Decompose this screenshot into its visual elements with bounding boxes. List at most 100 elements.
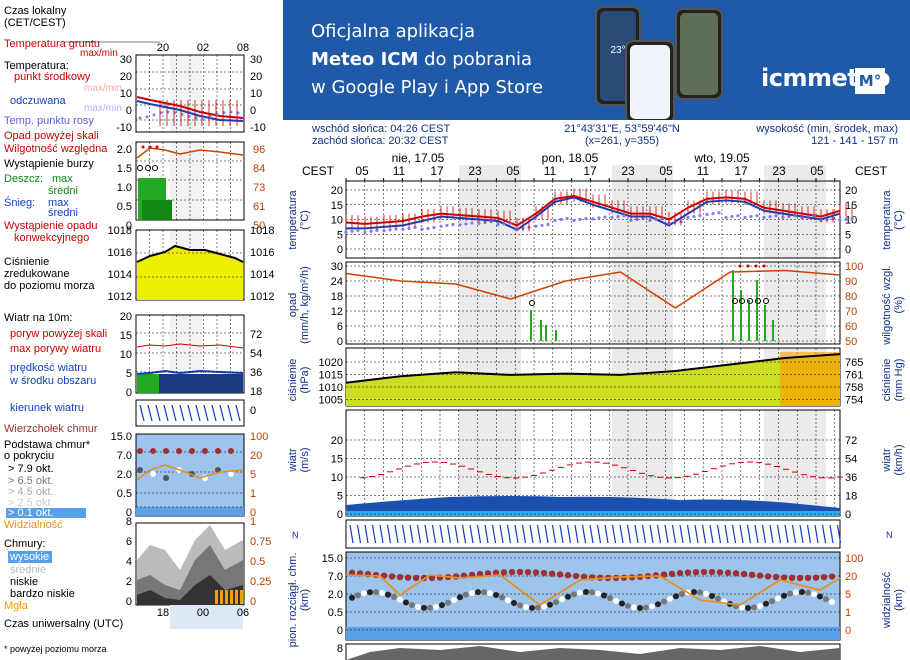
cloud-base-dot xyxy=(769,598,775,605)
dew-dot xyxy=(597,216,601,220)
cb-axis-label: pion. rozciągł. chm. (km) xyxy=(287,553,311,648)
precip-tick: 30 xyxy=(331,261,343,273)
hour-tick: 17 xyxy=(734,164,748,178)
cl-mid-label: średnie xyxy=(10,564,46,576)
cloud-top-dot xyxy=(748,571,756,579)
legend-wind-arrow xyxy=(139,404,145,422)
temp-tick-r: 20 xyxy=(845,185,857,197)
temp-axis-label-r: temperatura (°C) xyxy=(881,189,905,249)
dew-dot xyxy=(603,215,607,219)
legend-vis-line xyxy=(136,464,244,481)
legend-precip-tick-r: 50 xyxy=(253,220,265,232)
temp-ground-label: Temperatura gruntu xyxy=(4,38,100,50)
axis-night xyxy=(764,165,826,180)
rain-bar xyxy=(540,320,542,341)
cb-tick-r: 100 xyxy=(845,553,863,565)
cloud-base-dot xyxy=(415,603,421,610)
cloud-base-dot xyxy=(613,597,619,604)
cloud-base-dot xyxy=(823,596,829,603)
dew-dot xyxy=(426,226,430,230)
tz-left: CEST xyxy=(302,164,335,178)
dew-dot xyxy=(578,217,582,222)
legend-wind-arrow xyxy=(203,404,209,422)
press-axis-label: ciśnienie (hPa) xyxy=(287,359,311,402)
legend-cl-tick: 8 xyxy=(126,516,132,528)
dew-dot xyxy=(553,218,557,222)
legend-precip-tick-r: 84 xyxy=(253,163,265,175)
wind-tick-r: 72 xyxy=(845,435,857,447)
rain-bar xyxy=(530,310,532,341)
okt25: > 2.5 okt. xyxy=(8,497,54,509)
wind-arrow xyxy=(619,524,624,544)
okt45: > 4.5 okt. xyxy=(8,486,54,498)
dew-dot xyxy=(432,225,436,230)
visibility-label: Widzialność xyxy=(4,519,63,531)
precip-axis-label-r: (%) xyxy=(893,296,905,313)
precip-tick-r: 50 xyxy=(845,336,857,348)
legend-precip-tick-r: 73 xyxy=(253,182,265,194)
wind-tick: 5 xyxy=(337,491,343,503)
cloud-base-dot xyxy=(781,592,787,599)
dew-dot xyxy=(711,212,715,216)
dew-dot xyxy=(768,214,772,219)
wind-arrow xyxy=(506,524,512,544)
legend-cloud-base xyxy=(163,475,169,481)
legend-precip-tick: 0.5 xyxy=(117,201,132,213)
rain-max-label: max xyxy=(52,173,73,185)
cloud-base-dot xyxy=(703,590,709,597)
wind-arrow xyxy=(439,524,444,544)
cloud-base-dot xyxy=(499,594,505,601)
precip-axis-label-r: wilgotność wzgl. (%) xyxy=(881,265,905,345)
app-banner[interactable]: Oficjalna aplikacja Meteo ICM do pobrani… xyxy=(283,0,910,120)
cloud-top-dot xyxy=(788,574,796,582)
wind-arrow xyxy=(806,524,812,544)
wind-arrow xyxy=(776,524,782,544)
wind-area-low xyxy=(346,511,840,516)
wind-speed-label: prędkość wiatru xyxy=(10,362,87,374)
cloud-base-dot xyxy=(535,604,541,611)
cloud-base-dot xyxy=(601,592,607,599)
cloud-base-dot xyxy=(511,600,517,607)
cloud-base-dot xyxy=(811,591,817,598)
hour-tick: 17 xyxy=(583,164,597,178)
cloud-base-label: Podstawa chmur* xyxy=(4,439,91,451)
legend-precip-tick: 1.0 xyxy=(117,182,132,194)
cloud-base-dot xyxy=(427,604,433,611)
dew-dot xyxy=(363,230,367,234)
precip-axis-label-r: wilgotność wzgl. xyxy=(881,265,893,345)
cloud-base-dot xyxy=(361,590,367,597)
cb-tick-r: 1 xyxy=(845,607,851,619)
cloud-base-dot xyxy=(799,589,805,596)
legend-cl-tick-r: 0.5 xyxy=(250,556,265,568)
legend-press-tick: 1018 xyxy=(108,225,132,237)
day-label: pon, 18.05 xyxy=(542,151,599,165)
cloud-base-dot xyxy=(385,591,391,598)
legend-cb-tick: 0 xyxy=(126,507,132,519)
legend-press-area xyxy=(137,246,243,300)
wind-arrow xyxy=(551,524,557,544)
wind-axis-label: (m/s) xyxy=(299,447,311,472)
temp-tick: 15 xyxy=(331,200,343,212)
hour-tick: 05 xyxy=(810,164,824,178)
legend-press-line xyxy=(136,244,244,263)
cloud-base-dot xyxy=(349,594,355,601)
dew-dot xyxy=(407,226,411,230)
time-local-tick: 02 xyxy=(197,42,209,54)
rain-bar xyxy=(732,270,734,341)
cloud-base-dot xyxy=(751,604,757,611)
banner-line3: w Google Play i App Store xyxy=(311,77,544,98)
press-tick-r: 754 xyxy=(845,395,863,407)
dew-dot xyxy=(445,223,449,227)
cloud-top-dot xyxy=(676,569,684,577)
banner-line2: do pobrania xyxy=(418,49,533,70)
cloud-base-dot xyxy=(649,603,655,610)
storm-label: Wystąpienie burzy xyxy=(4,158,94,170)
cloud-base-dot xyxy=(373,589,379,596)
cloud-top-dot xyxy=(372,571,380,579)
legend-cloud-top xyxy=(202,448,208,454)
cb-tick: 2.0 xyxy=(328,589,343,601)
cloud-base-dot xyxy=(667,595,673,602)
dew-dot xyxy=(470,221,474,225)
wind-arrow xyxy=(386,524,392,544)
